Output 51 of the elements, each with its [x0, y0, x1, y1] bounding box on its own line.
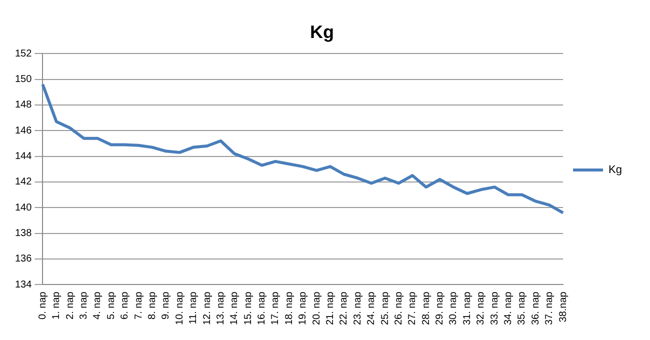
y-tick-label: 138 — [14, 228, 32, 240]
x-tick-label: 31. nap — [462, 291, 473, 326]
x-tick-label: 38.nap — [558, 291, 569, 322]
x-tick-label: 9. nap — [160, 291, 172, 320]
x-tick-label: 22. nap — [338, 291, 350, 326]
y-tick-label: 150 — [14, 74, 32, 86]
y-tick-label: 152 — [14, 48, 32, 60]
y-tick-label: 134 — [14, 279, 32, 290]
x-tick-label: 12. nap — [202, 291, 213, 326]
x-tick-label: 33. nap — [489, 291, 500, 326]
x-tick-label: 13. nap — [215, 291, 226, 326]
y-tick-label: 148 — [14, 100, 32, 111]
y-tick-label: 140 — [14, 202, 32, 214]
x-tick-label: 11. nap — [188, 291, 200, 324]
x-tick-label: 6. nap — [120, 291, 131, 320]
x-tick-label: 14. nap — [229, 291, 240, 326]
x-tick-label: 24. nap — [366, 291, 378, 326]
legend-label: Kg — [608, 164, 622, 176]
x-tick-label: 7. nap — [133, 291, 144, 320]
x-tick-label: 2. nap — [64, 291, 76, 320]
x-tick-label: 30. nap — [448, 291, 460, 326]
x-tick-label: 34. nap — [503, 291, 514, 326]
x-tick-label: 5. nap — [106, 291, 117, 320]
x-tick-label: 36. nap — [530, 291, 542, 326]
y-tick-label: 144 — [14, 151, 32, 162]
x-tick-label: 32. nap — [476, 291, 487, 326]
x-tick-label: 29. nap — [434, 291, 446, 326]
x-tick-label: 18. nap — [284, 291, 295, 326]
x-tick-label: 23. nap — [352, 291, 364, 326]
x-tick-label: 21. nap — [325, 291, 336, 326]
x-tick-label: 8. nap — [146, 291, 158, 320]
x-tick-label: 20. nap — [311, 291, 322, 326]
x-tick-label: 35. nap — [516, 291, 528, 326]
x-tick-label: 27. nap — [407, 291, 418, 326]
x-tick-label: 17. nap — [270, 291, 282, 326]
x-tick-label: 16. nap — [256, 291, 268, 326]
x-tick-label: 37. nap — [544, 291, 556, 326]
x-tick-label: 25. nap — [380, 291, 391, 326]
y-tick-label: 146 — [14, 125, 32, 136]
chart-title: Kg — [310, 22, 334, 42]
x-tick-label: 28. nap — [420, 291, 432, 326]
y-tick-label: 136 — [14, 254, 32, 265]
x-tick-label: 26. nap — [393, 291, 404, 326]
x-tick-label: 19. nap — [298, 291, 309, 326]
x-tick-label: 3. nap — [78, 291, 90, 320]
x-tick-label: 4. nap — [92, 291, 104, 320]
x-tick-label: 10. nap — [174, 291, 186, 326]
x-tick-label: 1. nap — [51, 291, 62, 320]
y-tick-label: 142 — [14, 176, 32, 188]
x-tick-label: 15. nap — [242, 291, 254, 326]
x-tick-label: 0. nap — [37, 291, 48, 320]
